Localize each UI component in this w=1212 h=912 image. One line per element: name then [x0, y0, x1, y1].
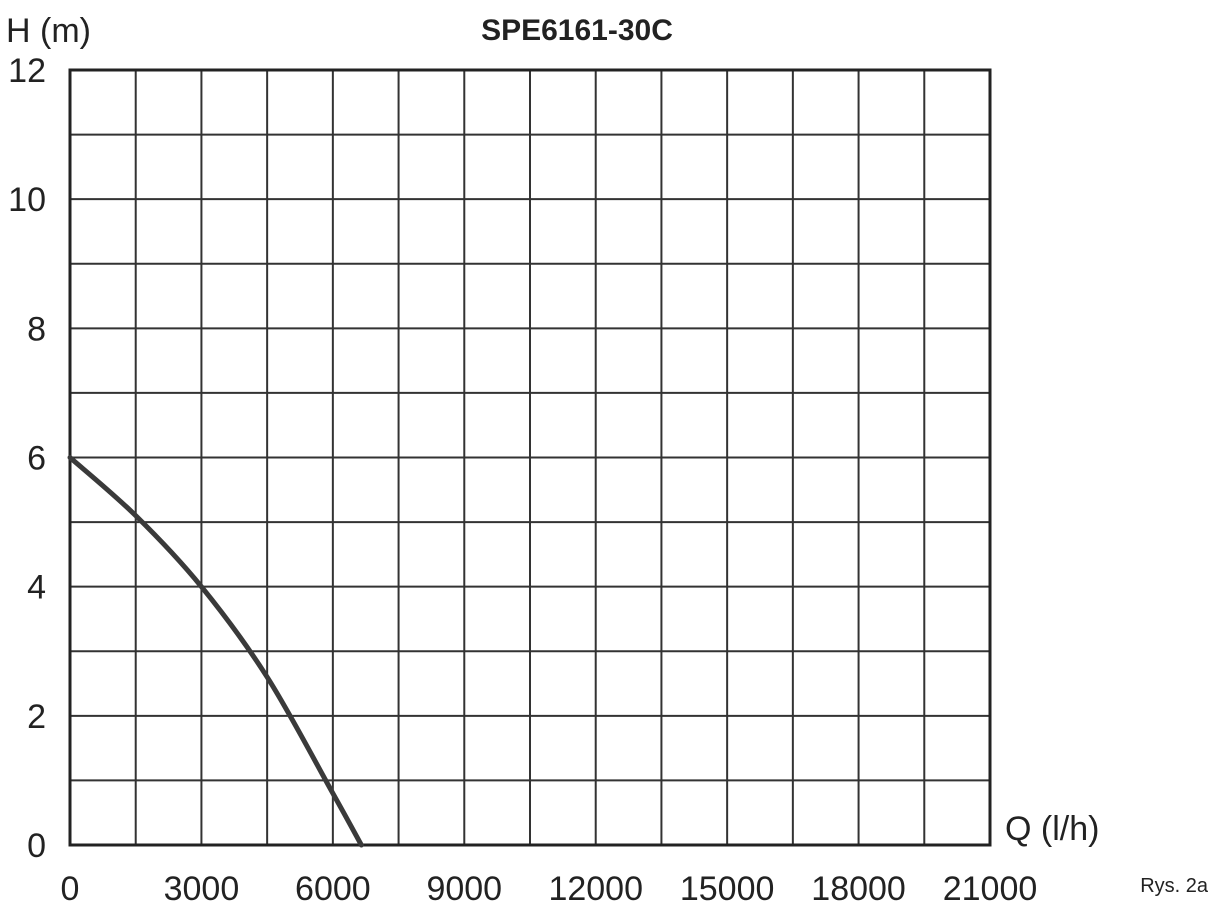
y-tick-label: 10: [8, 181, 46, 219]
y-tick-label: 2: [27, 698, 46, 736]
y-tick-labels: 0 2 4 6 8 10 12: [8, 52, 46, 865]
chart-title: SPE6161-30C: [481, 14, 673, 47]
x-tick-labels: 0 3000 6000 9000 12000 15000 18000 21000: [61, 870, 1038, 908]
figure-caption: Rys. 2a: [1140, 875, 1209, 897]
x-tick-label: 6000: [295, 870, 371, 908]
x-tick-label: 18000: [811, 870, 906, 908]
grid: [70, 70, 990, 845]
x-tick-label: 0: [61, 870, 80, 908]
pump-curve-line: [67, 455, 364, 848]
series-group: [67, 455, 364, 848]
y-tick-label: 4: [27, 569, 46, 607]
x-tick-label: 21000: [943, 870, 1038, 908]
y-tick-label: 6: [27, 440, 46, 478]
x-tick-label: 3000: [164, 870, 240, 908]
x-axis-title: Q (l/h): [1005, 810, 1099, 848]
x-tick-label: 12000: [548, 870, 643, 908]
x-tick-label: 9000: [426, 870, 502, 908]
y-tick-label: 0: [27, 827, 46, 865]
y-tick-label: 12: [8, 52, 46, 90]
y-axis-title: H (m): [6, 12, 91, 50]
y-tick-label: 8: [27, 310, 46, 348]
x-tick-label: 15000: [680, 870, 775, 908]
